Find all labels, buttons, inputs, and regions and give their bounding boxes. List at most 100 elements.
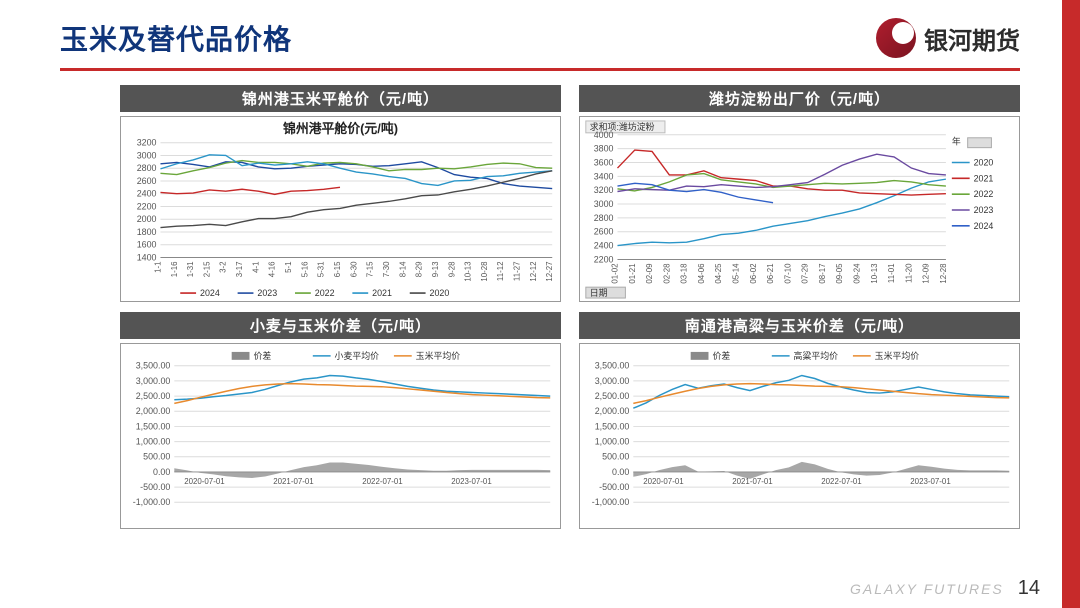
svg-text:1-31: 1-31: [186, 261, 195, 277]
svg-text:2020-07-01: 2020-07-01: [184, 477, 225, 486]
svg-text:04-25: 04-25: [714, 263, 723, 284]
svg-text:2021: 2021: [974, 173, 994, 183]
svg-text:02-09: 02-09: [645, 263, 654, 284]
svg-text:11-01: 11-01: [887, 263, 896, 283]
chart-wheat-corn: 价差小麦平均价玉米平均价-1,000.00-500.000.00500.001,…: [120, 343, 561, 529]
svg-text:09-24: 09-24: [852, 263, 861, 284]
svg-text:2020-07-01: 2020-07-01: [643, 477, 684, 486]
svg-text:2000: 2000: [137, 214, 157, 224]
svg-text:7-15: 7-15: [366, 261, 375, 277]
svg-text:1-16: 1-16: [170, 261, 179, 277]
svg-text:2,000.00: 2,000.00: [136, 406, 171, 416]
page-title: 玉米及替代品价格: [60, 18, 292, 58]
svg-text:价差: 价差: [712, 350, 730, 361]
brand-logo: 银河期货: [876, 18, 1020, 58]
svg-text:-1,000.00: -1,000.00: [133, 497, 171, 507]
svg-text:2400: 2400: [137, 189, 157, 199]
svg-text:6-15: 6-15: [333, 261, 342, 277]
svg-text:2021: 2021: [372, 288, 392, 298]
svg-text:3000: 3000: [594, 199, 614, 209]
svg-text:5-16: 5-16: [300, 261, 309, 277]
svg-text:6-30: 6-30: [349, 261, 358, 277]
svg-text:高粱平均价: 高粱平均价: [794, 350, 839, 361]
svg-text:2023-07-01: 2023-07-01: [451, 477, 492, 486]
svg-text:5-31: 5-31: [317, 261, 326, 277]
svg-text:1400: 1400: [137, 252, 157, 262]
svg-text:玉米平均价: 玉米平均价: [875, 350, 920, 361]
chart-jinzhou: 锦州港平舱价(元/吨) 1400 1600 1800 2000 2200 2400 2600 2…: [120, 116, 561, 302]
svg-text:2800: 2800: [594, 213, 614, 223]
svg-text:1,500.00: 1,500.00: [136, 421, 171, 431]
svg-text:2600: 2600: [137, 176, 157, 186]
svg-text:01-21: 01-21: [628, 263, 637, 284]
svg-text:2200: 2200: [594, 254, 614, 264]
svg-text:玉米平均价: 玉米平均价: [416, 350, 461, 361]
svg-text:1-1: 1-1: [153, 261, 162, 273]
svg-text:2024: 2024: [974, 221, 994, 231]
panel-title: 潍坊淀粉出厂价（元/吨）: [579, 85, 1020, 112]
svg-text:10-13: 10-13: [870, 263, 879, 284]
svg-text:3-2: 3-2: [219, 261, 228, 272]
svg-text:2022-07-01: 2022-07-01: [821, 477, 862, 486]
svg-text:10-28: 10-28: [480, 261, 489, 282]
svg-text:12-27: 12-27: [545, 261, 554, 281]
page-number: 14: [1018, 577, 1040, 600]
logo-icon: [876, 18, 916, 58]
svg-text:3-17: 3-17: [235, 261, 244, 277]
svg-text:500.00: 500.00: [143, 452, 170, 462]
svg-text:9-13: 9-13: [431, 261, 440, 277]
panel-sorghum-corn: 南通港高粱与玉米价差（元/吨） 价差高粱平均价玉米平均价-1,000.00-50…: [579, 312, 1020, 529]
svg-text:2022: 2022: [315, 288, 335, 298]
header: 玉米及替代品价格 银河期货: [0, 0, 1080, 64]
svg-text:4-1: 4-1: [251, 261, 260, 273]
svg-text:11-27: 11-27: [513, 261, 522, 281]
svg-text:-500.00: -500.00: [140, 482, 170, 492]
svg-text:8-29: 8-29: [415, 261, 424, 277]
svg-text:2-15: 2-15: [202, 261, 211, 277]
svg-text:0.00: 0.00: [153, 467, 170, 477]
svg-text:1800: 1800: [137, 227, 157, 237]
footer: GALAXY FUTURES 14: [850, 577, 1040, 600]
svg-text:8-14: 8-14: [398, 261, 407, 277]
svg-text:4000: 4000: [594, 130, 614, 140]
svg-text:2023-07-01: 2023-07-01: [910, 477, 951, 486]
chart-weifang: 求和项:潍坊淀粉22002400260028003000320034003600…: [579, 116, 1020, 302]
side-accent: [1062, 0, 1080, 608]
svg-text:02-28: 02-28: [662, 263, 671, 284]
svg-text:1,500.00: 1,500.00: [595, 421, 630, 431]
panel-title: 小麦与玉米价差（元/吨）: [120, 312, 561, 339]
svg-text:12-12: 12-12: [529, 261, 538, 281]
svg-text:07-29: 07-29: [801, 263, 810, 284]
svg-text:05-14: 05-14: [731, 263, 740, 284]
svg-text:3,500.00: 3,500.00: [136, 361, 171, 371]
svg-text:3200: 3200: [594, 185, 614, 195]
svg-text:锦州港平舱价(元/吨): 锦州港平舱价(元/吨): [283, 121, 398, 136]
svg-text:04-06: 04-06: [697, 263, 706, 284]
svg-text:2020: 2020: [430, 288, 450, 298]
svg-text:1600: 1600: [137, 240, 157, 250]
svg-text:3,000.00: 3,000.00: [595, 376, 630, 386]
svg-text:12-28: 12-28: [939, 263, 948, 284]
svg-text:-500.00: -500.00: [599, 482, 629, 492]
svg-text:5-1: 5-1: [284, 261, 293, 273]
svg-text:2800: 2800: [137, 163, 157, 173]
svg-text:01-02: 01-02: [610, 263, 619, 283]
svg-text:09-05: 09-05: [835, 263, 844, 284]
svg-text:2400: 2400: [594, 241, 614, 251]
svg-text:06-21: 06-21: [766, 263, 775, 284]
svg-text:2021-07-01: 2021-07-01: [273, 477, 314, 486]
svg-text:2200: 2200: [137, 201, 157, 211]
svg-text:11-12: 11-12: [496, 261, 505, 281]
chart-sorghum-corn: 价差高粱平均价玉米平均价-1,000.00-500.000.00500.001,…: [579, 343, 1020, 529]
svg-text:4-16: 4-16: [268, 261, 277, 277]
svg-text:2,500.00: 2,500.00: [595, 391, 630, 401]
svg-text:2,000.00: 2,000.00: [595, 406, 630, 416]
svg-text:1,000.00: 1,000.00: [136, 437, 171, 447]
svg-text:3200: 3200: [137, 138, 157, 148]
svg-text:3600: 3600: [594, 157, 614, 167]
footer-brand: GALAXY FUTURES: [850, 581, 1004, 597]
svg-text:10-13: 10-13: [464, 261, 473, 282]
svg-text:12-09: 12-09: [922, 263, 931, 284]
svg-text:2021-07-01: 2021-07-01: [732, 477, 773, 486]
svg-text:价差: 价差: [253, 350, 271, 361]
